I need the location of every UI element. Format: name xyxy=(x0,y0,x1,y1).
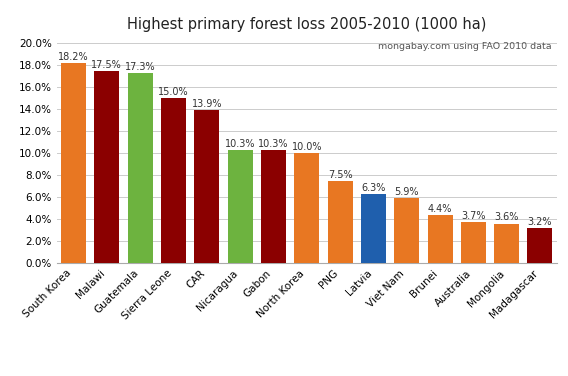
Bar xyxy=(461,223,486,263)
Text: 13.9%: 13.9% xyxy=(191,99,222,109)
Text: 6.3%: 6.3% xyxy=(361,183,386,193)
Bar xyxy=(194,110,219,263)
Title: Highest primary forest loss 2005-2010 (1000 ha): Highest primary forest loss 2005-2010 (1… xyxy=(127,17,486,32)
Bar xyxy=(228,150,253,263)
Bar xyxy=(261,150,286,263)
Text: 3.7%: 3.7% xyxy=(461,211,486,221)
Text: 15.0%: 15.0% xyxy=(158,87,189,97)
Bar xyxy=(428,215,453,263)
Bar xyxy=(61,63,86,263)
Bar xyxy=(328,180,353,263)
Text: 10.0%: 10.0% xyxy=(291,142,322,152)
Bar xyxy=(94,71,119,263)
Bar xyxy=(494,224,519,263)
Text: 17.5%: 17.5% xyxy=(91,59,122,70)
Text: 17.3%: 17.3% xyxy=(125,62,156,72)
Text: 3.6%: 3.6% xyxy=(495,212,519,223)
Text: 4.4%: 4.4% xyxy=(428,204,452,214)
Text: 3.2%: 3.2% xyxy=(528,217,552,227)
Bar xyxy=(294,153,319,263)
Bar xyxy=(394,198,419,263)
Text: mongabay.com using FAO 2010 data: mongabay.com using FAO 2010 data xyxy=(378,42,552,51)
Bar xyxy=(528,228,553,263)
Text: 10.3%: 10.3% xyxy=(258,139,289,149)
Bar xyxy=(361,194,386,263)
Text: 7.5%: 7.5% xyxy=(328,170,352,180)
Text: 18.2%: 18.2% xyxy=(58,52,89,62)
Text: 10.3%: 10.3% xyxy=(225,139,256,149)
Text: 5.9%: 5.9% xyxy=(394,187,419,197)
Bar xyxy=(128,73,153,263)
Bar xyxy=(161,98,186,263)
